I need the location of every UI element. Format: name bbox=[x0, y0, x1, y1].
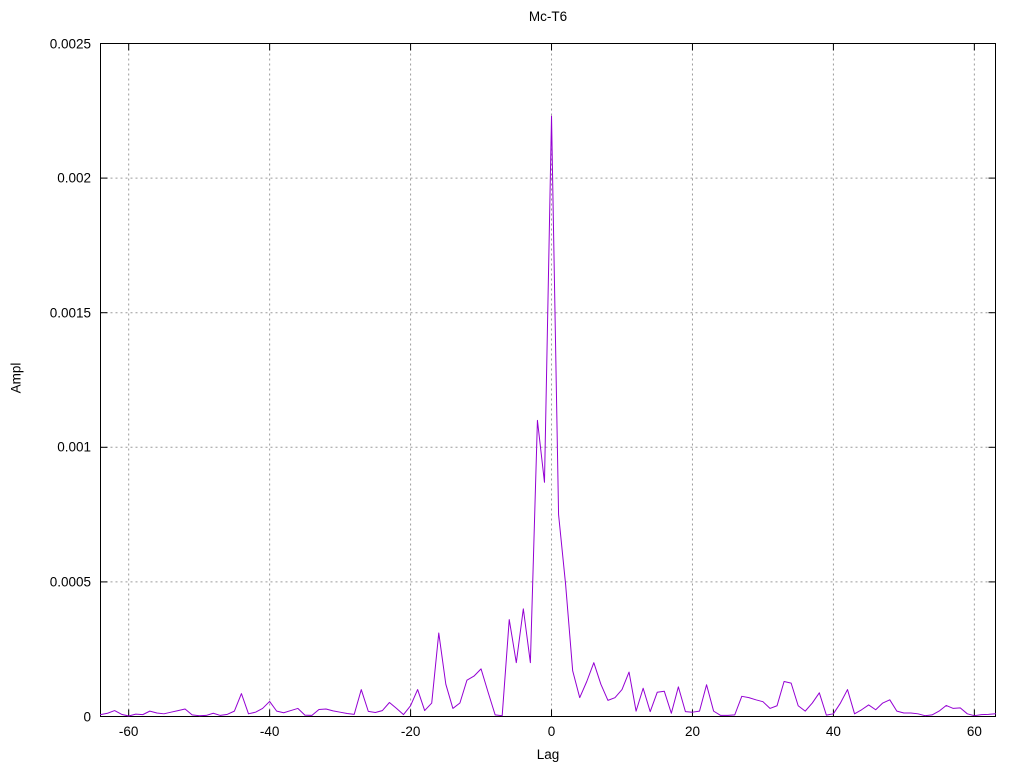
x-axis-label: Lag bbox=[536, 747, 560, 762]
y-axis-label: Ampl bbox=[8, 362, 24, 394]
plot-border bbox=[100, 43, 996, 717]
x-tick-label: 60 bbox=[966, 724, 982, 739]
tick-marks bbox=[100, 43, 996, 717]
x-tick-label: -40 bbox=[259, 724, 280, 739]
x-tick-label: 0 bbox=[547, 724, 556, 739]
y-tick-label: 0.002 bbox=[57, 170, 91, 186]
y-tick-label: 0.0005 bbox=[49, 574, 91, 590]
data-line bbox=[100, 115, 996, 717]
y-tick-label: 0.0025 bbox=[49, 36, 91, 51]
x-tick-label: -20 bbox=[400, 724, 421, 739]
y-tick-label: 0.0015 bbox=[49, 305, 91, 321]
y-tick-label: 0 bbox=[83, 709, 91, 724]
chart-title: Mc-T6 bbox=[528, 9, 568, 24]
x-tick-label: 20 bbox=[684, 724, 700, 739]
gridlines bbox=[100, 43, 996, 717]
x-tick-label: 40 bbox=[825, 724, 841, 739]
y-tick-label: 0.001 bbox=[57, 439, 91, 455]
x-tick-label: -60 bbox=[118, 724, 139, 739]
